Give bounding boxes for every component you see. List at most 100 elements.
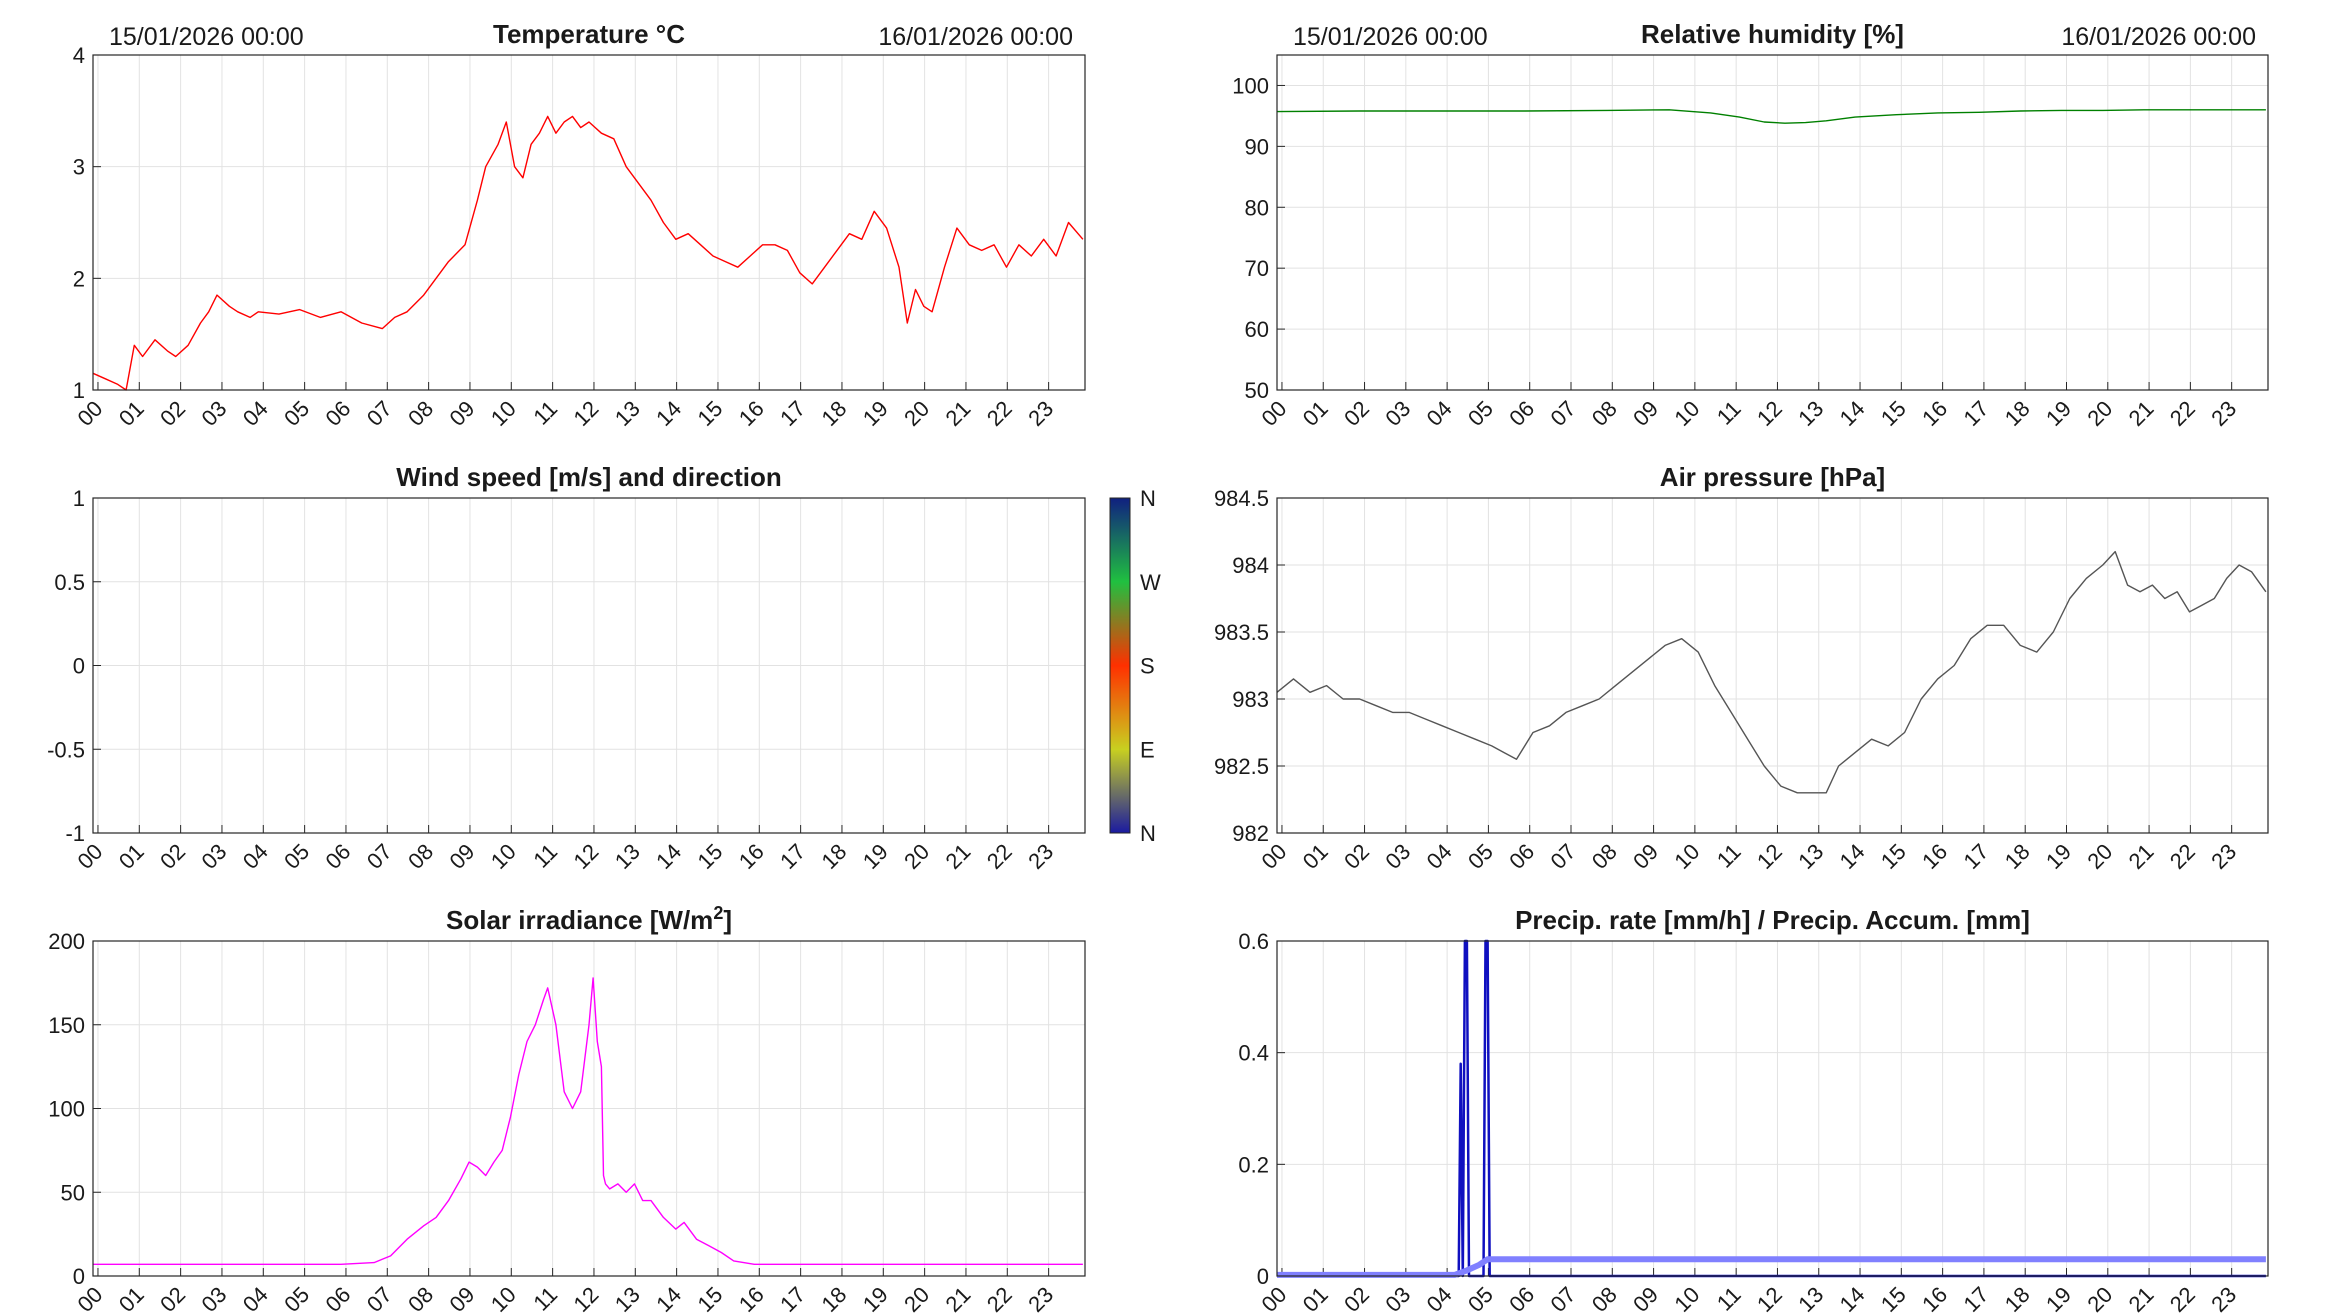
x-tick-label: 02 (1339, 839, 1374, 874)
plot-area (1277, 498, 2268, 833)
direction-colorbar (1109, 497, 1131, 834)
x-tick-label: 13 (1793, 839, 1828, 874)
x-tick-label: 06 (1504, 1282, 1539, 1313)
x-tick-label: 12 (569, 1282, 604, 1313)
axes-frame (1276, 940, 2269, 1277)
x-tick-label: 20 (2082, 839, 2117, 874)
x-tick-label: 13 (610, 1282, 645, 1313)
x-tick-label: 13 (610, 839, 645, 874)
x-tick-label: 07 (362, 396, 397, 431)
y-tick-label: 90 (1245, 134, 1269, 159)
data-line-0 (1276, 550, 2267, 794)
plot-area (1277, 941, 2268, 1276)
x-tick-label: 11 (528, 839, 562, 873)
wind-chart: 00 01 02 03 04 05 06 07 08 09 10 11 12 13 14 15 16 17 18 19… (47, 462, 1161, 874)
x-tick-label: 11 (528, 396, 562, 430)
x-tick-label: 07 (362, 839, 397, 874)
y-tick-label: 100 (1232, 73, 1269, 98)
x-tick-label: 05 (1463, 1282, 1498, 1313)
x-tick-label: 02 (1339, 1282, 1374, 1313)
x-tick-label: 08 (403, 839, 438, 874)
x-tick-label: 01 (1298, 839, 1333, 874)
x-tick-label: 20 (899, 839, 934, 874)
y-tick-label: 0 (73, 654, 85, 679)
x-tick-label: 19 (858, 1282, 893, 1313)
x-tick-label: 22 (2165, 1282, 2200, 1313)
y-tick-label: -0.5 (47, 737, 85, 762)
x-tick-label: 06 (321, 839, 356, 874)
x-tick-label: 16 (1917, 396, 1952, 431)
x-tick-label: 21 (2124, 396, 2159, 431)
plot-area (1277, 55, 2268, 390)
x-tick-label: 12 (1752, 1282, 1787, 1313)
x-tick-label: 17 (775, 396, 810, 431)
x-tick-label: 21 (2124, 839, 2159, 874)
x-tick-label: 06 (1504, 839, 1539, 874)
x-tick-label: 07 (1546, 1282, 1581, 1313)
x-tick-label: 06 (321, 1282, 356, 1313)
solar-chart: 00 01 02 03 04 05 06 07 08 09 10 11 12 13 14 15 16 17 18 19… (48, 903, 1086, 1313)
x-tick-label: 18 (2000, 1282, 2035, 1313)
x-tick-label: 18 (817, 1282, 852, 1313)
x-tick-label: 22 (982, 839, 1017, 874)
x-tick-label: 12 (569, 396, 604, 431)
y-tick-label: 982.5 (1214, 754, 1269, 779)
x-tick-label: 03 (197, 1282, 232, 1313)
x-tick-label: 10 (486, 1282, 521, 1313)
x-tick-label: 03 (197, 396, 232, 431)
x-tick-label: 01 (114, 396, 149, 431)
y-tick-label: 0 (1257, 1264, 1269, 1289)
x-tick-label: 21 (941, 839, 976, 874)
y-tick-label: 0.6 (1238, 929, 1269, 954)
x-tick-label: 17 (1958, 1282, 1993, 1313)
colorbar-label: N (1140, 486, 1156, 511)
x-tick-label: 18 (817, 839, 852, 874)
chart-title: Precip. rate [mm/h] / Precip. Accum. [mm… (1515, 905, 2030, 935)
y-tick-label: 70 (1245, 256, 1269, 281)
x-tick-label: 13 (1793, 396, 1828, 431)
x-tick-label: 14 (651, 1282, 686, 1313)
x-tick-label: 15 (1876, 839, 1911, 874)
x-tick-label: 10 (1669, 1282, 1704, 1313)
x-tick-label: 09 (445, 396, 480, 431)
y-tick-label: 150 (48, 1013, 85, 1038)
x-tick-label: 10 (1669, 396, 1704, 431)
data-line-0 (1276, 109, 2266, 124)
x-tick-label: 20 (2082, 1282, 2117, 1313)
x-tick-label: 14 (651, 396, 686, 431)
data-line-0 (93, 977, 1083, 1265)
x-tick-label: 04 (238, 839, 273, 874)
date-end-label: 16/01/2026 00:00 (878, 23, 1073, 51)
y-tick-label: 4 (73, 43, 85, 68)
x-tick-label: 09 (445, 839, 480, 874)
x-tick-label: 17 (775, 1282, 810, 1313)
x-tick-label: 04 (1422, 1282, 1457, 1313)
x-tick-label: 23 (2206, 1282, 2241, 1313)
x-tick-label: 02 (1339, 396, 1374, 431)
x-tick-label: 07 (1546, 839, 1581, 874)
x-tick-label: 22 (2165, 839, 2200, 874)
x-tick-label: 15 (693, 396, 728, 431)
chart-title: Temperature °C (493, 19, 685, 49)
x-tick-label: 06 (1504, 396, 1539, 431)
x-tick-label: 02 (155, 1282, 190, 1313)
y-tick-label: 60 (1245, 317, 1269, 342)
x-tick-label: 23 (2206, 396, 2241, 431)
x-tick-label: 14 (1835, 396, 1870, 431)
x-tick-label: 18 (817, 396, 852, 431)
temperature-chart: 00 01 02 03 04 05 06 07 08 09 10 11 12 13 14 15 16 17 18 19… (73, 19, 1086, 431)
x-tick-label: 16 (1917, 1282, 1952, 1313)
x-tick-label: 18 (2000, 396, 2035, 431)
x-tick-label: 05 (1463, 396, 1498, 431)
x-tick-label: 22 (982, 396, 1017, 431)
x-tick-label: 11 (1712, 839, 1746, 873)
x-tick-label: 13 (610, 396, 645, 431)
x-tick-label: 05 (279, 396, 314, 431)
x-tick-label: 21 (2124, 1282, 2159, 1313)
x-tick-label: 10 (486, 839, 521, 874)
x-tick-label: 04 (238, 1282, 273, 1313)
y-tick-label: 984 (1232, 553, 1269, 578)
x-tick-label: 19 (2041, 839, 2076, 874)
colorbar-label: N (1140, 821, 1156, 846)
x-tick-label: 22 (2165, 396, 2200, 431)
